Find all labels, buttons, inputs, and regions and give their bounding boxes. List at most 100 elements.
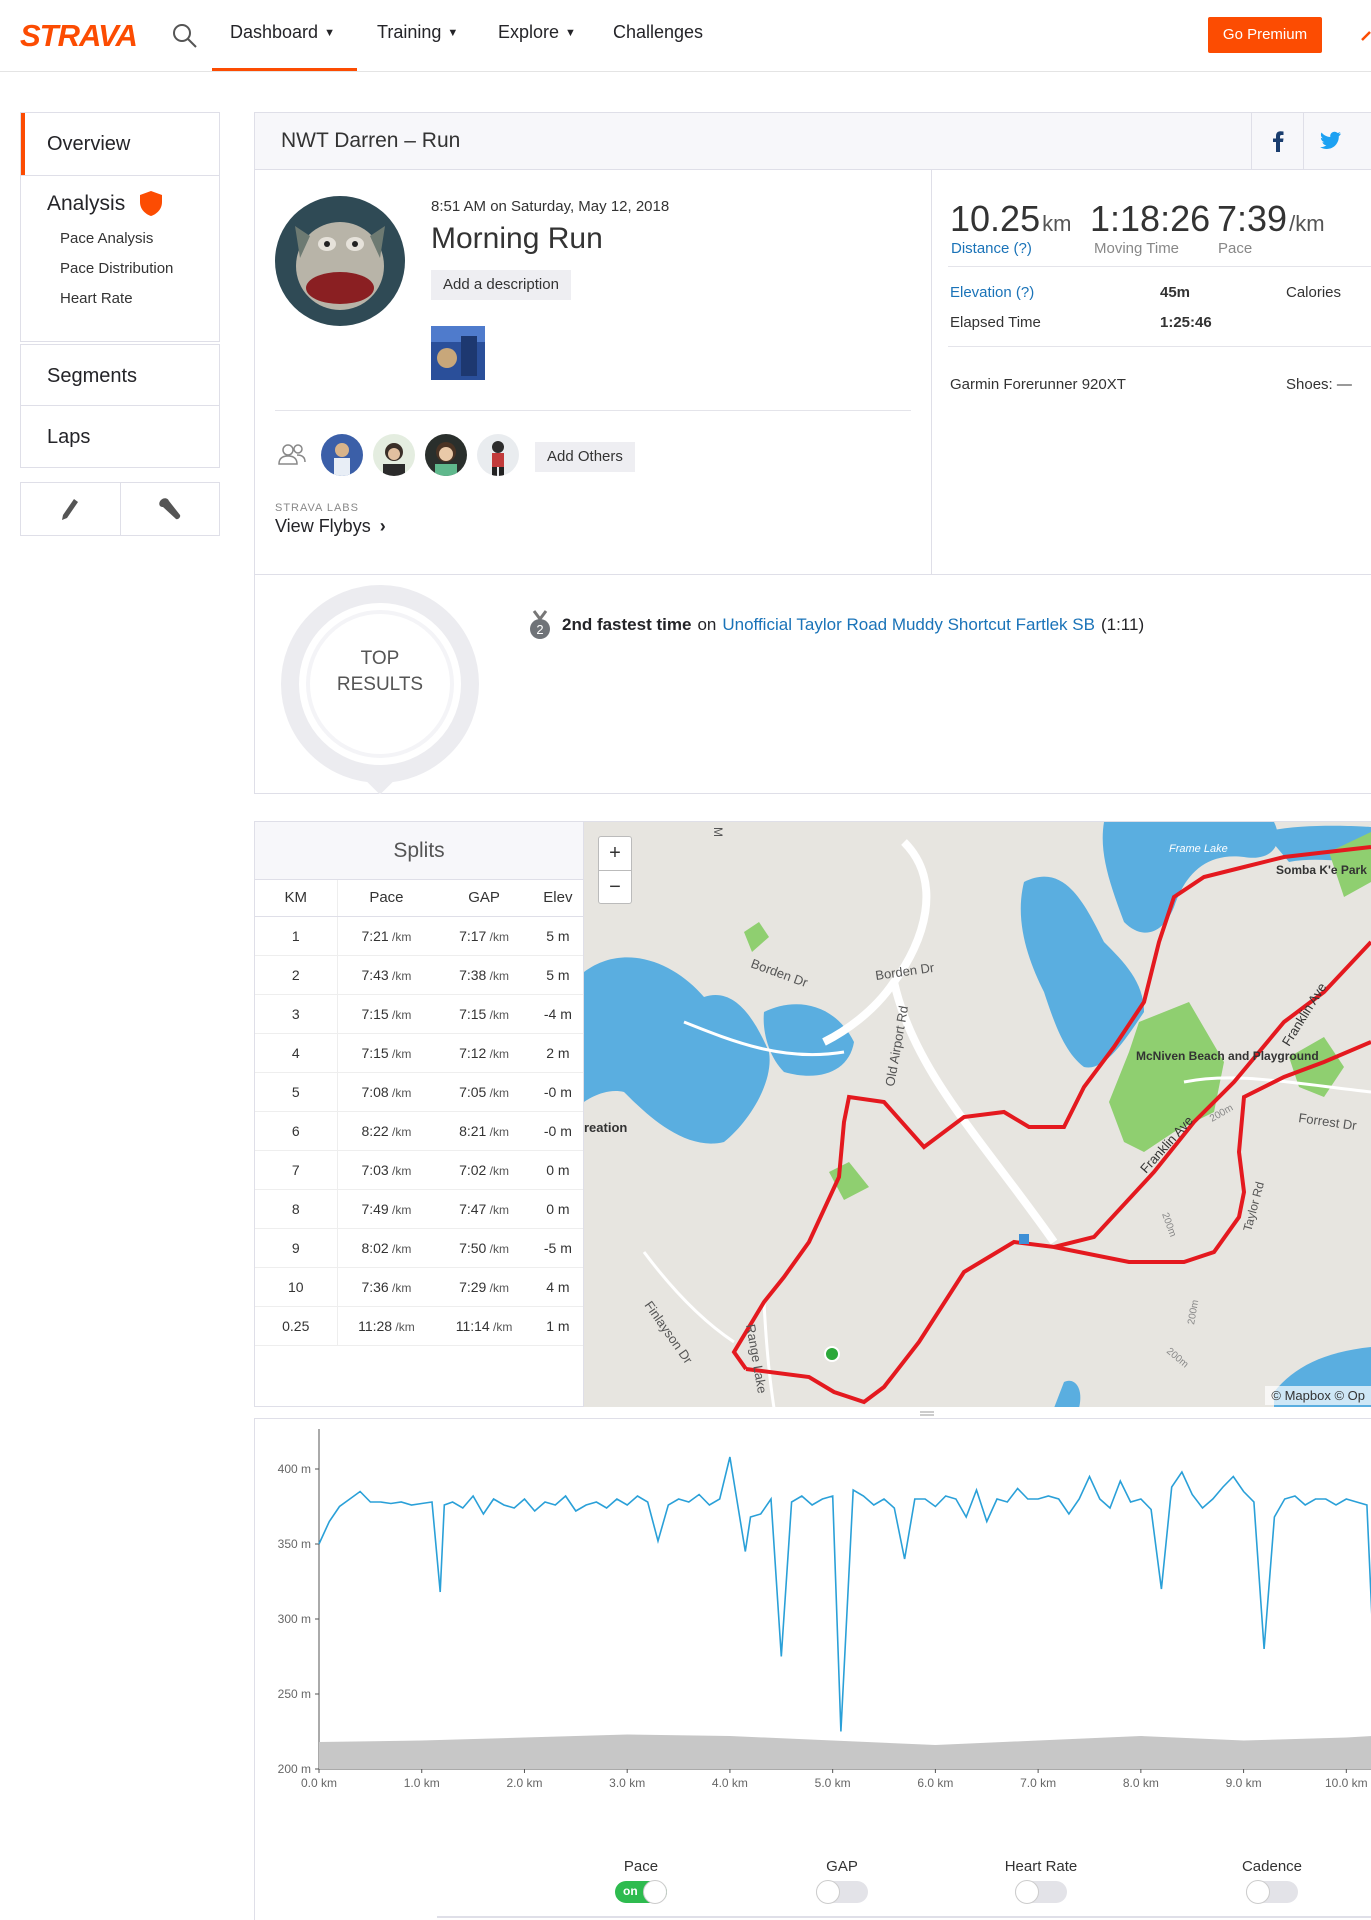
pace-unit: /km bbox=[388, 1163, 412, 1178]
nav-active-indicator bbox=[212, 68, 357, 71]
split-row[interactable]: 9 8:02 /km 7:50 /km -5 m bbox=[255, 1228, 583, 1268]
map-label: Frame Lake bbox=[1169, 843, 1228, 855]
share-facebook-button[interactable] bbox=[1251, 113, 1303, 169]
strava-logo[interactable]: STRAVA bbox=[20, 18, 138, 53]
group-athlete-avatar[interactable] bbox=[425, 434, 467, 476]
split-pace: 8:02 /km bbox=[337, 1228, 436, 1268]
pace-unit: /km bbox=[486, 968, 510, 983]
chart-toggle-cadence[interactable]: Cadence bbox=[1232, 1858, 1312, 1904]
split-pace: 7:49 /km bbox=[337, 1189, 436, 1229]
resize-handle-icon[interactable] bbox=[920, 1410, 934, 1418]
chart-toggle-gap[interactable]: GAP bbox=[802, 1858, 882, 1904]
group-athlete-avatar[interactable] bbox=[321, 434, 363, 476]
x-tick-label: 10.0 km bbox=[1325, 1776, 1368, 1790]
nav-challenges[interactable]: Challenges bbox=[613, 22, 703, 43]
column-header-pace: Pace bbox=[337, 880, 436, 917]
splits-body: 1 7:21 /km 7:17 /km 5 m 2 7:43 /km 7:38 /km 5 m… bbox=[255, 916, 583, 1346]
split-km: 8 bbox=[255, 1189, 338, 1229]
pace-unit: /km bbox=[486, 1202, 510, 1217]
add-others-button[interactable]: Add Others bbox=[535, 442, 635, 472]
nav-challenges-label: Challenges bbox=[613, 22, 704, 42]
split-row[interactable]: 1 7:21 /km 7:17 /km 5 m bbox=[255, 916, 583, 956]
pace-unit: /km bbox=[486, 1007, 510, 1022]
split-row[interactable]: 5 7:08 /km 7:05 /km -0 m bbox=[255, 1072, 583, 1112]
park bbox=[1289, 1037, 1344, 1097]
pace-label: Pace bbox=[1218, 240, 1253, 257]
view-flybys-link[interactable]: View Flybys › bbox=[275, 516, 386, 537]
split-row[interactable]: 6 8:22 /km 8:21 /km -0 m bbox=[255, 1111, 583, 1151]
sidebar-item-pace-distribution[interactable]: Pace Distribution bbox=[60, 260, 174, 277]
zoom-out-button[interactable]: − bbox=[599, 870, 631, 903]
sidebar-item-heart-rate[interactable]: Heart Rate bbox=[60, 290, 133, 307]
search-icon[interactable] bbox=[171, 22, 199, 50]
split-row[interactable]: 4 7:15 /km 7:12 /km 2 m bbox=[255, 1033, 583, 1073]
sidebar-item-laps[interactable]: Laps bbox=[20, 406, 220, 468]
elevation-label[interactable]: Elevation (?) bbox=[950, 284, 1035, 301]
nav-explore[interactable]: Explore ▼ bbox=[498, 22, 576, 43]
split-gap: 7:50 /km bbox=[435, 1228, 533, 1268]
split-elev: 1 m bbox=[532, 1306, 583, 1346]
add-description-button[interactable]: Add a description bbox=[431, 270, 571, 300]
nav-dashboard-label: Dashboard bbox=[230, 22, 319, 42]
divider bbox=[948, 266, 1371, 267]
pace-unit: /km bbox=[486, 1163, 510, 1178]
activity-photo[interactable] bbox=[431, 326, 485, 380]
nav-dashboard[interactable]: Dashboard ▼ bbox=[230, 22, 335, 43]
zoom-in-button[interactable]: + bbox=[609, 842, 621, 864]
go-premium-button[interactable]: Go Premium bbox=[1208, 17, 1322, 53]
road bbox=[822, 839, 931, 1046]
pace-elevation-chart[interactable]: 200 m 250 m 300 m 350 m 400 m 0.0 km 1.0 km 2.0… bbox=[255, 1419, 1371, 1859]
achievement-on: on bbox=[697, 615, 717, 634]
toggle-switch[interactable] bbox=[1246, 1880, 1298, 1904]
sidebar-item-analysis-label: Analysis bbox=[47, 191, 126, 215]
pace-unit: /km bbox=[489, 1319, 513, 1334]
edit-button[interactable] bbox=[21, 483, 120, 535]
activity-name[interactable]: Morning Run bbox=[431, 222, 603, 255]
segment-link[interactable]: Unofficial Taylor Road Muddy Shortcut Fa… bbox=[722, 615, 1095, 634]
sidebar-item-analysis[interactable]: Analysis bbox=[47, 190, 219, 217]
map-canvas[interactable]: Borden Dr Borden Dr Old Airport Rd McNiv… bbox=[584, 822, 1371, 1407]
route-map[interactable]: Borden Dr Borden Dr Old Airport Rd McNiv… bbox=[584, 821, 1371, 1407]
moving-time-label: Moving Time bbox=[1094, 240, 1180, 257]
athlete-avatar[interactable] bbox=[275, 196, 405, 326]
distance-label[interactable]: Distance (?) bbox=[951, 240, 1032, 257]
split-pace: 8:22 /km bbox=[337, 1111, 436, 1151]
chevron-down-icon: ▼ bbox=[447, 27, 459, 39]
split-gap: 7:05 /km bbox=[435, 1072, 533, 1112]
toggle-switch[interactable] bbox=[1015, 1880, 1067, 1904]
pace-line bbox=[318, 1456, 1371, 1732]
chart-toggle-pace[interactable]: Pace on bbox=[601, 1858, 681, 1904]
sidebar-item-overview[interactable]: Overview bbox=[21, 113, 219, 175]
sidebar-item-segments[interactable]: Segments bbox=[20, 344, 220, 406]
share-twitter-button[interactable] bbox=[1303, 113, 1355, 169]
actions-button[interactable] bbox=[119, 483, 220, 535]
toggle-switch[interactable] bbox=[816, 1880, 868, 1904]
group-athlete-avatar[interactable] bbox=[477, 434, 519, 476]
split-row[interactable]: 7 7:03 /km 7:02 /km 0 m bbox=[255, 1150, 583, 1190]
sidebar-item-pace-analysis[interactable]: Pace Analysis bbox=[60, 230, 154, 247]
split-elev: -5 m bbox=[532, 1228, 583, 1268]
split-row[interactable]: 2 7:43 /km 7:38 /km 5 m bbox=[255, 955, 583, 995]
activity-datetime: 8:51 AM on Saturday, May 12, 2018 bbox=[431, 198, 670, 215]
split-row[interactable]: 8 7:49 /km 7:47 /km 0 m bbox=[255, 1189, 583, 1229]
split-elev: 0 m bbox=[532, 1150, 583, 1190]
group-athlete-avatar[interactable] bbox=[373, 434, 415, 476]
toggle-knob bbox=[1015, 1880, 1039, 1904]
split-gap: 7:17 /km bbox=[435, 916, 533, 956]
chart-toggle-heart-rate[interactable]: Heart Rate bbox=[1001, 1858, 1081, 1904]
shoes-value: Shoes: — bbox=[1286, 376, 1352, 393]
nav-training[interactable]: Training ▼ bbox=[377, 22, 458, 43]
split-elev: 0 m bbox=[532, 1189, 583, 1229]
nav-training-label: Training bbox=[377, 22, 442, 42]
toggle-switch[interactable]: on bbox=[615, 1880, 667, 1904]
x-tick-label: 0.0 km bbox=[301, 1776, 337, 1790]
split-row[interactable]: 0.25 11:28 /km 11:14 /km 1 m bbox=[255, 1306, 583, 1346]
elevation-area bbox=[319, 1734, 1371, 1769]
map-attribution[interactable]: © Mapbox © Op bbox=[1265, 1386, 1371, 1405]
upload-icon[interactable] bbox=[1360, 24, 1371, 46]
pace-unit: /km bbox=[486, 1085, 510, 1100]
split-row[interactable]: 10 7:36 /km 7:29 /km 4 m bbox=[255, 1267, 583, 1307]
split-row[interactable]: 3 7:15 /km 7:15 /km -4 m bbox=[255, 994, 583, 1034]
toggle-label: Pace bbox=[623, 1858, 659, 1875]
y-tick-label: 300 m bbox=[278, 1612, 311, 1626]
